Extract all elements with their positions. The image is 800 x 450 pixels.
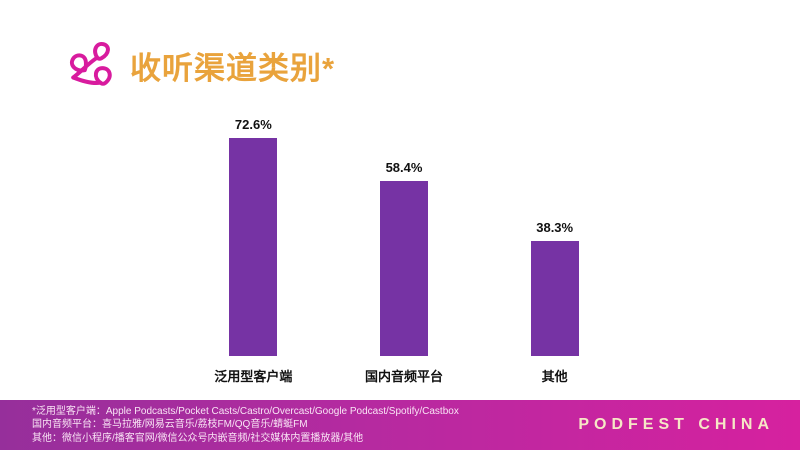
bar-value-label: 38.3%	[536, 220, 574, 235]
footnote-line: 国内音频平台：喜马拉雅/网易云音乐/荔枝FM/QQ音乐/蜻蜓FM	[32, 419, 308, 431]
bar	[530, 241, 579, 356]
footnotes: *泛用型客户端：Apple Podcasts/Pocket Casts/Cast…	[32, 405, 459, 446]
bar-group: 58.4% 国内音频平台	[329, 108, 480, 384]
footnote-line: *泛用型客户端：Apple Podcasts/Pocket Casts/Cast…	[32, 405, 459, 417]
bar-value-label: 58.4%	[385, 160, 423, 175]
slide-header: 收听渠道类别*	[66, 40, 335, 90]
bar-group: 38.3% 其他	[479, 108, 630, 384]
bar	[380, 181, 428, 356]
footer-band: *泛用型客户端：Apple Podcasts/Pocket Casts/Cast…	[0, 400, 800, 450]
footnote-line: 其他：微信小程序/播客官网/微信公众号内嵌音频/社交媒体内置播放器/其他	[32, 432, 364, 444]
podfest-loops-logo-icon	[70, 41, 112, 86]
bar-category-label: 泛用型客户端	[214, 369, 293, 384]
page-title: 收听渠道类别*	[130, 50, 336, 86]
bar	[229, 138, 278, 356]
bar-category-label: 国内音频平台	[365, 369, 444, 384]
bar-chart: 72.6% 泛用型客户端 58.4% 国内音频平台 38.3% 其他	[178, 108, 630, 384]
bar-group: 72.6% 泛用型客户端	[178, 108, 329, 384]
bar-category-label: 其他	[541, 369, 568, 384]
bar-value-label: 72.6%	[234, 117, 272, 132]
podfest-china-wordmark: PODFEST CHINA	[578, 416, 774, 433]
